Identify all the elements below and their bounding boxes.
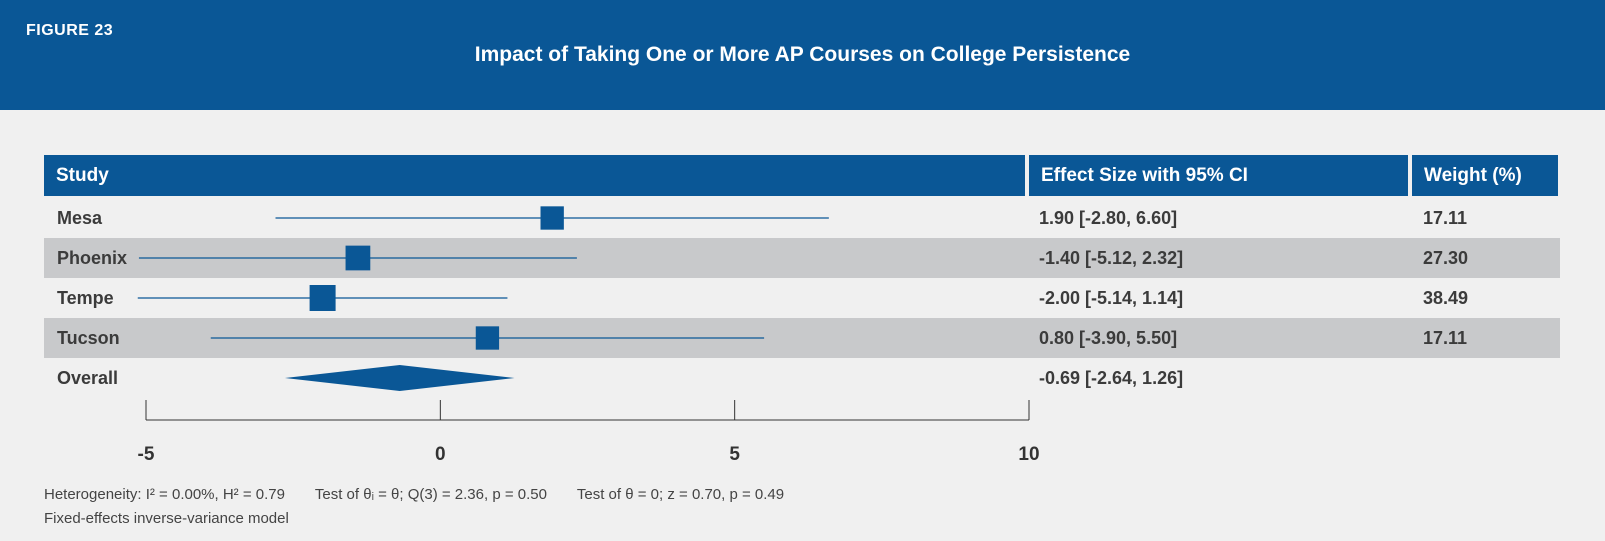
x-tick-label: -5: [138, 444, 155, 465]
footer-stats: Heterogeneity: I² = 0.00%, H² = 0.79 Tes…: [44, 486, 810, 503]
effect-size-label: -1.40 [-5.12, 2.32]: [1039, 248, 1184, 268]
weight-label: 27.30: [1423, 248, 1469, 268]
overall-diamond: [284, 365, 515, 391]
column-header-weight: Weight (%): [1412, 155, 1558, 196]
heterogeneity-text: Heterogeneity: I² = 0.00%, H² = 0.79: [44, 486, 285, 503]
title-banner: FIGURE 23 Impact of Taking One or More A…: [0, 0, 1605, 110]
overall-name: Overall: [57, 368, 119, 388]
study-name: Mesa: [57, 208, 103, 228]
column-header-study: Study: [44, 155, 1025, 196]
model-note: Fixed-effects inverse-variance model: [44, 510, 289, 527]
effect-size-label: 0.80 [-3.90, 5.50]: [1039, 328, 1178, 348]
effect-size-label: -2.00 [-5.14, 1.14]: [1039, 288, 1184, 308]
study-name: Tucson: [57, 328, 120, 348]
effect-marker: [309, 285, 336, 311]
weight-label: 38.49: [1423, 288, 1469, 308]
x-tick-label: 5: [729, 444, 740, 465]
figure-label: FIGURE 23: [26, 22, 114, 39]
effect-marker: [345, 245, 371, 271]
effect-marker: [475, 326, 500, 350]
test-equal-text: Test of θᵢ = θ; Q(3) = 2.36, p = 0.50: [314, 486, 547, 503]
weight-label: 17.11: [1423, 328, 1468, 348]
overall-effect-label: -0.69 [-2.64, 1.26]: [1039, 368, 1184, 388]
x-tick-label: 10: [1018, 444, 1039, 465]
x-tick-label: 0: [435, 444, 446, 465]
effect-size-label: 1.90 [-2.80, 6.60]: [1039, 208, 1178, 228]
test-zero-text: Test of θ = 0; z = 0.70, p = 0.49: [576, 486, 785, 503]
weight-label: 17.11: [1423, 208, 1468, 228]
column-header-effect: Effect Size with 95% CI: [1029, 155, 1408, 196]
chart-title: Impact of Taking One or More AP Courses …: [474, 43, 1131, 66]
study-name: Tempe: [57, 288, 114, 308]
effect-marker: [540, 206, 564, 230]
study-name: Phoenix: [57, 248, 128, 268]
